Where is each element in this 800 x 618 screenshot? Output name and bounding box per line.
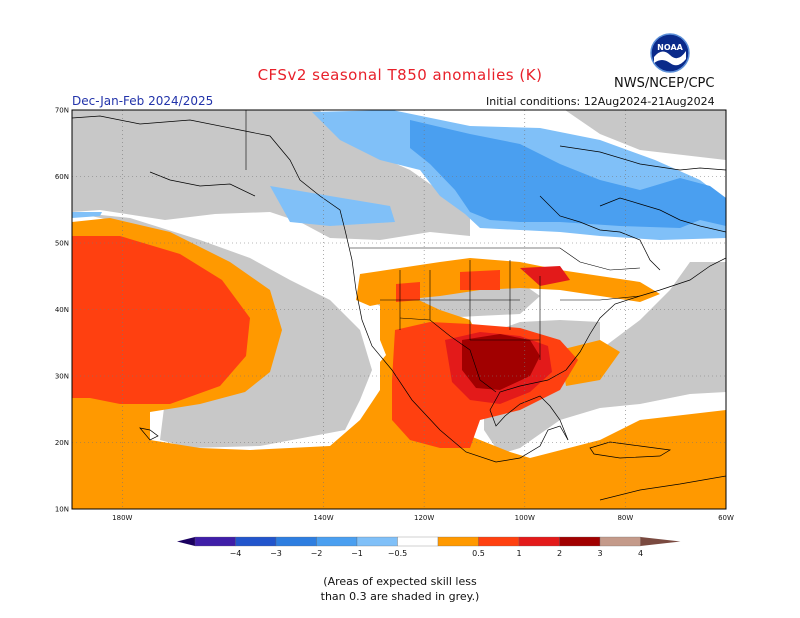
legend-label: 2 bbox=[557, 549, 562, 558]
lon-tick-label: 80W bbox=[617, 514, 633, 522]
lat-tick-label: 10N bbox=[55, 506, 69, 514]
legend-swatch bbox=[437, 536, 479, 547]
lat-tick-label: 50N bbox=[55, 240, 69, 248]
lon-tick-label: 180W bbox=[112, 514, 132, 522]
lon-tick-label: 60W bbox=[718, 514, 734, 522]
lat-tick-label: 30N bbox=[55, 373, 69, 381]
coastlines bbox=[72, 115, 726, 501]
footnote: (Areas of expected skill less than 0.3 a… bbox=[0, 574, 800, 604]
lon-tick-label: 120W bbox=[414, 514, 434, 522]
legend-label: 4 bbox=[638, 549, 643, 558]
latitude-tick-labels: 10N 20N 30N 40N 50N 60N 70N bbox=[55, 107, 69, 514]
legend-label: −1 bbox=[351, 549, 363, 558]
lat-tick-label: 20N bbox=[55, 439, 69, 447]
season-label: Dec-Jan-Feb 2024/2025 bbox=[72, 94, 214, 108]
lat-tick-label: 70N bbox=[55, 107, 69, 115]
noaa-logo: NOAA bbox=[650, 33, 690, 73]
map-frame bbox=[71, 109, 727, 510]
footnote-line-1: (Areas of expected skill less bbox=[323, 575, 477, 588]
footnote-line-2: than 0.3 are shaded in grey.) bbox=[320, 590, 480, 603]
legend-swatch bbox=[316, 536, 358, 547]
legend-label: 1 bbox=[516, 549, 521, 558]
map-title: CFSv2 seasonal T850 anomalies (K) bbox=[257, 66, 543, 84]
legend-swatch bbox=[518, 536, 560, 547]
legend-low-arrow bbox=[177, 537, 195, 546]
legend-swatch bbox=[194, 536, 236, 547]
initial-conditions-label: Initial conditions: 12Aug2024-21Aug2024 bbox=[486, 95, 715, 108]
legend-label: −3 bbox=[270, 549, 282, 558]
lat-tick-label: 40N bbox=[55, 306, 69, 314]
legend-label: 3 bbox=[597, 549, 602, 558]
political-borders bbox=[245, 110, 641, 393]
lon-tick-label: 100W bbox=[515, 514, 535, 522]
legend-label: 0.5 bbox=[472, 549, 485, 558]
lon-tick-label: 140W bbox=[313, 514, 333, 522]
legend-swatch bbox=[397, 536, 439, 547]
legend-swatch bbox=[559, 536, 601, 547]
legend-swatch bbox=[275, 536, 317, 547]
legend-swatch bbox=[478, 536, 520, 547]
legend-label: −0.5 bbox=[388, 549, 407, 558]
agency-label: NWS/NCEP/CPC bbox=[614, 76, 715, 91]
legend-label: −2 bbox=[311, 549, 323, 558]
legend-high-arrow bbox=[640, 537, 681, 546]
anomaly-minus-1-regions bbox=[410, 120, 726, 228]
legend-swatch bbox=[356, 536, 398, 547]
color-legend: −4 −3 −2 −1 −0.5 0.5 1 2 3 4 bbox=[177, 536, 681, 558]
legend-label: −4 bbox=[230, 549, 242, 558]
lat-tick-label: 60N bbox=[55, 173, 69, 181]
longitude-tick-labels: 180W 140W 120W 100W 80W 60W bbox=[112, 514, 734, 522]
logo-text: NOAA bbox=[657, 43, 683, 52]
legend-swatch bbox=[599, 536, 641, 547]
legend-swatch bbox=[235, 536, 277, 547]
lat-lon-grid bbox=[72, 110, 726, 509]
